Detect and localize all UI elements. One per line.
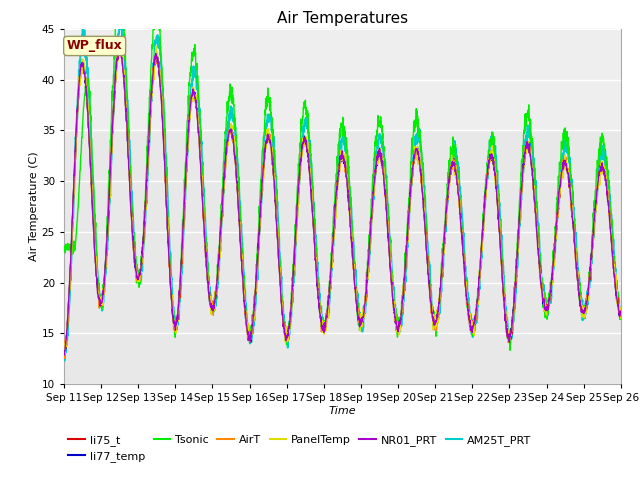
Text: WP_flux: WP_flux xyxy=(67,39,122,52)
Bar xyxy=(64,29,621,130)
Y-axis label: Air Temperature (C): Air Temperature (C) xyxy=(29,152,39,261)
Legend: li75_t, li77_temp, Tsonic, AirT, PanelTemp, NR01_PRT, AM25T_PRT: li75_t, li77_temp, Tsonic, AirT, PanelTe… xyxy=(64,430,536,467)
X-axis label: Time: Time xyxy=(328,406,356,416)
Title: Air Temperatures: Air Temperatures xyxy=(277,11,408,26)
